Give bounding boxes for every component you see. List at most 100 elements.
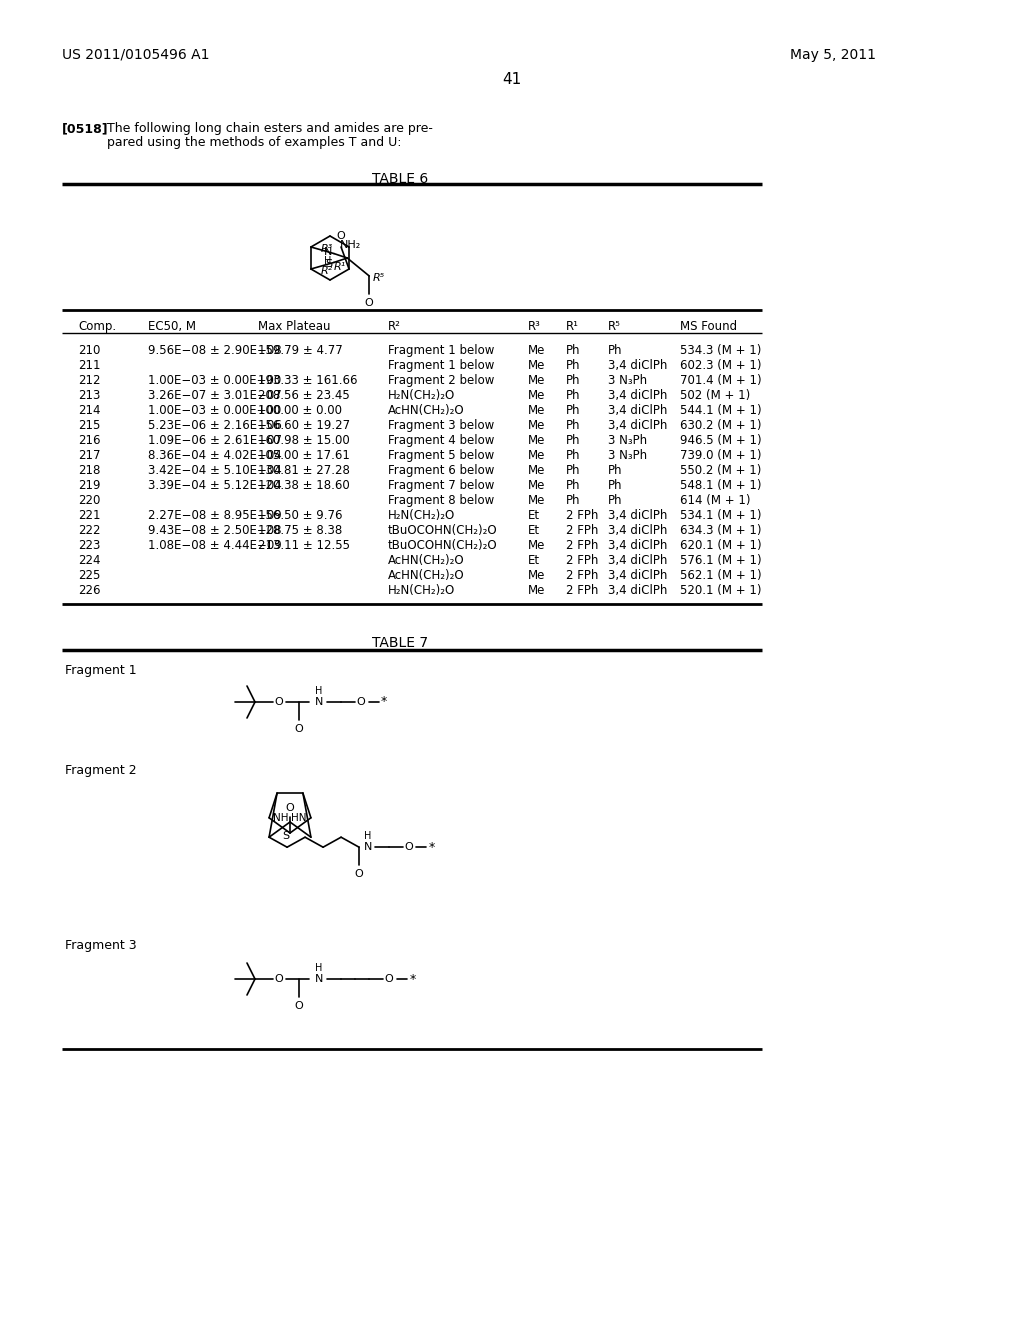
Text: R³: R³ <box>528 319 541 333</box>
Text: R²: R² <box>321 267 333 276</box>
Text: 562.1 (M + 1): 562.1 (M + 1) <box>680 569 762 582</box>
Text: 576.1 (M + 1): 576.1 (M + 1) <box>680 554 762 568</box>
Text: *: * <box>381 696 387 709</box>
Text: Fragment 6 below: Fragment 6 below <box>388 465 495 477</box>
Text: 226: 226 <box>78 583 100 597</box>
Text: 213.11 ± 12.55: 213.11 ± 12.55 <box>258 539 350 552</box>
Text: Me: Me <box>528 404 546 417</box>
Text: 1.08E−08 ± 4.44E−09: 1.08E−08 ± 4.44E−09 <box>148 539 282 552</box>
Text: 550.2 (M + 1): 550.2 (M + 1) <box>680 465 762 477</box>
Text: O: O <box>295 723 303 734</box>
Text: AcHN(CH₂)₂O: AcHN(CH₂)₂O <box>388 554 465 568</box>
Text: 3 N₃Ph: 3 N₃Ph <box>608 374 647 387</box>
Text: S: S <box>283 832 290 841</box>
Text: S: S <box>325 259 332 269</box>
Text: 41: 41 <box>503 73 521 87</box>
Text: Fragment 8 below: Fragment 8 below <box>388 494 495 507</box>
Text: Ph: Ph <box>566 374 581 387</box>
Text: *: * <box>429 841 435 854</box>
Text: 602.3 (M + 1): 602.3 (M + 1) <box>680 359 762 372</box>
Text: 193.33 ± 161.66: 193.33 ± 161.66 <box>258 374 357 387</box>
Text: Ph: Ph <box>566 465 581 477</box>
Text: R²: R² <box>388 319 400 333</box>
Text: 105.00 ± 17.61: 105.00 ± 17.61 <box>258 449 350 462</box>
Text: Me: Me <box>528 539 546 552</box>
Text: O: O <box>385 974 393 983</box>
Text: 3,4 diClPh: 3,4 diClPh <box>608 359 668 372</box>
Text: 630.2 (M + 1): 630.2 (M + 1) <box>680 418 762 432</box>
Text: Me: Me <box>528 434 546 447</box>
Text: 534.1 (M + 1): 534.1 (M + 1) <box>680 510 762 521</box>
Text: Ph: Ph <box>566 479 581 492</box>
Text: 2 FPh: 2 FPh <box>566 554 598 568</box>
Text: [0518]: [0518] <box>62 121 109 135</box>
Text: TABLE 6: TABLE 6 <box>372 172 428 186</box>
Text: Fragment 7 below: Fragment 7 below <box>388 479 495 492</box>
Text: 2 FPh: 2 FPh <box>566 583 598 597</box>
Text: 5.23E−06 ± 2.16E−06: 5.23E−06 ± 2.16E−06 <box>148 418 282 432</box>
Text: R⁵: R⁵ <box>373 273 384 282</box>
Text: Fragment 3 below: Fragment 3 below <box>388 418 495 432</box>
Text: NH₂: NH₂ <box>340 240 361 251</box>
Text: HN: HN <box>292 813 307 822</box>
Text: 502 (M + 1): 502 (M + 1) <box>680 389 751 403</box>
Text: Comp.: Comp. <box>78 319 116 333</box>
Text: 614 (M + 1): 614 (M + 1) <box>680 494 751 507</box>
Text: Ph: Ph <box>566 389 581 403</box>
Text: 548.1 (M + 1): 548.1 (M + 1) <box>680 479 762 492</box>
Text: May 5, 2011: May 5, 2011 <box>790 48 876 62</box>
Text: NH: NH <box>273 813 289 822</box>
Text: tBuOCOHN(CH₂)₂O: tBuOCOHN(CH₂)₂O <box>388 524 498 537</box>
Text: Me: Me <box>528 418 546 432</box>
Text: H: H <box>315 964 323 973</box>
Text: 2.27E−08 ± 8.95E−09: 2.27E−08 ± 8.95E−09 <box>148 510 282 521</box>
Text: 216: 216 <box>78 434 100 447</box>
Text: 9.43E−08 ± 2.50E−08: 9.43E−08 ± 2.50E−08 <box>148 524 282 537</box>
Text: 221: 221 <box>78 510 100 521</box>
Text: 222: 222 <box>78 524 100 537</box>
Text: Et: Et <box>528 554 540 568</box>
Text: 739.0 (M + 1): 739.0 (M + 1) <box>680 449 762 462</box>
Text: Ph: Ph <box>566 404 581 417</box>
Text: Me: Me <box>528 389 546 403</box>
Text: N: N <box>324 247 332 257</box>
Text: O: O <box>286 803 294 813</box>
Text: Ph: Ph <box>566 418 581 432</box>
Text: N: N <box>314 974 324 983</box>
Text: 9.56E−08 ± 2.90E−08: 9.56E−08 ± 2.90E−08 <box>148 345 282 356</box>
Text: 2 FPh: 2 FPh <box>566 539 598 552</box>
Text: 520.1 (M + 1): 520.1 (M + 1) <box>680 583 762 597</box>
Text: R¹: R¹ <box>334 261 346 272</box>
Text: 544.1 (M + 1): 544.1 (M + 1) <box>680 404 762 417</box>
Text: Me: Me <box>528 569 546 582</box>
Text: Fragment 1 below: Fragment 1 below <box>388 359 495 372</box>
Text: 2 FPh: 2 FPh <box>566 524 598 537</box>
Text: Me: Me <box>528 583 546 597</box>
Text: 219: 219 <box>78 479 100 492</box>
Text: O: O <box>295 1001 303 1011</box>
Text: 634.3 (M + 1): 634.3 (M + 1) <box>680 524 762 537</box>
Text: Ph: Ph <box>608 465 623 477</box>
Text: R¹: R¹ <box>566 319 579 333</box>
Text: Ph: Ph <box>608 479 623 492</box>
Text: H₂N(CH₂)₂O: H₂N(CH₂)₂O <box>388 583 456 597</box>
Text: Fragment 2 below: Fragment 2 below <box>388 374 495 387</box>
Text: N: N <box>314 697 324 708</box>
Text: 211: 211 <box>78 359 100 372</box>
Text: 3,4 diClPh: 3,4 diClPh <box>608 569 668 582</box>
Text: 3,4 diClPh: 3,4 diClPh <box>608 389 668 403</box>
Text: The following long chain esters and amides are pre-: The following long chain esters and amid… <box>106 121 433 135</box>
Text: 534.3 (M + 1): 534.3 (M + 1) <box>680 345 762 356</box>
Text: Me: Me <box>528 359 546 372</box>
Text: AcHN(CH₂)₂O: AcHN(CH₂)₂O <box>388 404 465 417</box>
Text: 156.50 ± 9.76: 156.50 ± 9.76 <box>258 510 342 521</box>
Text: 208.56 ± 23.45: 208.56 ± 23.45 <box>258 389 350 403</box>
Text: Me: Me <box>528 345 546 356</box>
Text: O: O <box>274 697 284 708</box>
Text: 159.79 ± 4.77: 159.79 ± 4.77 <box>258 345 343 356</box>
Text: Me: Me <box>528 465 546 477</box>
Text: O: O <box>404 842 414 853</box>
Text: 701.4 (M + 1): 701.4 (M + 1) <box>680 374 762 387</box>
Text: 3,4 diClPh: 3,4 diClPh <box>608 510 668 521</box>
Text: H: H <box>365 832 372 841</box>
